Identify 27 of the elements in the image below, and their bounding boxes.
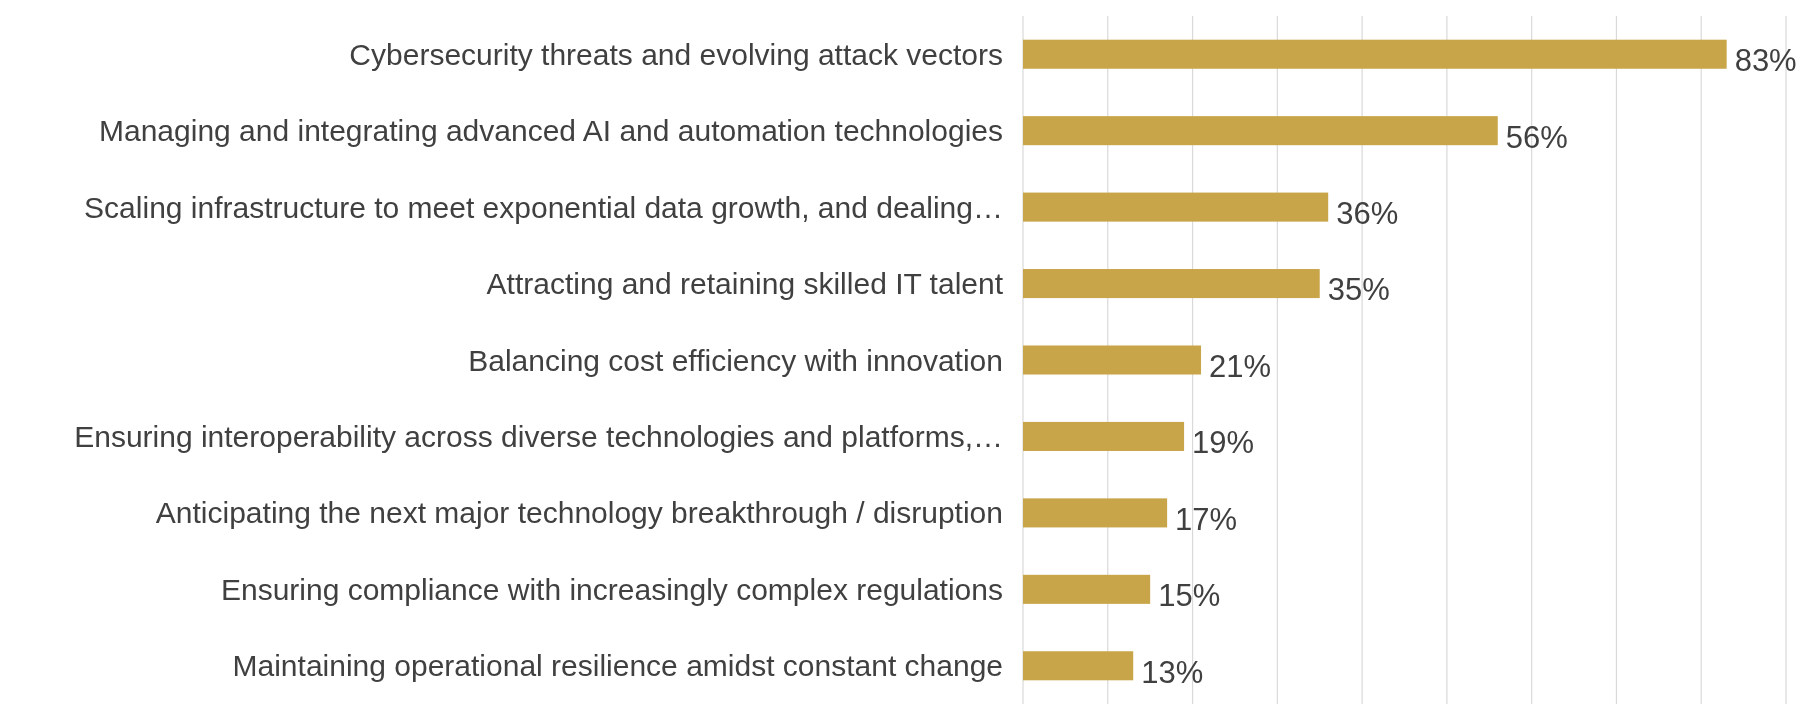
y-tick-label: Ensuring compliance with increasingly complex regulations (220, 572, 1003, 606)
y-tick-label: Scaling infrastructure to meet exponential data growth, and dealing… (84, 190, 1003, 224)
bar (1023, 651, 1134, 681)
data-label: 35% (1327, 272, 1390, 308)
y-tick-label: Attracting and retaining skilled IT talent (486, 267, 1004, 301)
bar (1023, 421, 1185, 451)
data-label: 13% (1141, 654, 1204, 690)
bar (1023, 39, 1727, 69)
data-label: 36% (1336, 195, 1399, 231)
data-label: 15% (1158, 578, 1221, 614)
y-tick-label: Maintaining operational resilience amidst constant change (232, 649, 1003, 683)
bar (1023, 345, 1202, 375)
y-tick-label: Cybersecurity threats and evolving attack vectors (349, 37, 1003, 71)
bar (1023, 269, 1320, 299)
bar (1023, 574, 1151, 604)
data-label: 56% (1505, 119, 1568, 155)
y-tick-label: Balancing cost efficiency with innovation (468, 343, 1003, 377)
y-tick-label: Anticipating the next major technology breakthrough / disruption (155, 496, 1003, 530)
data-label: 83% (1734, 43, 1797, 79)
y-tick-label: Ensuring interoperability across diverse technologies and platforms,… (74, 419, 1003, 453)
bar (1023, 116, 1498, 146)
bar (1023, 498, 1168, 528)
data-label: 17% (1175, 501, 1238, 537)
data-label: 19% (1192, 425, 1255, 461)
bar (1023, 192, 1329, 222)
data-label: 21% (1209, 348, 1272, 384)
y-tick-label: Managing and integrating advanced AI and automation technologies (99, 114, 1003, 148)
